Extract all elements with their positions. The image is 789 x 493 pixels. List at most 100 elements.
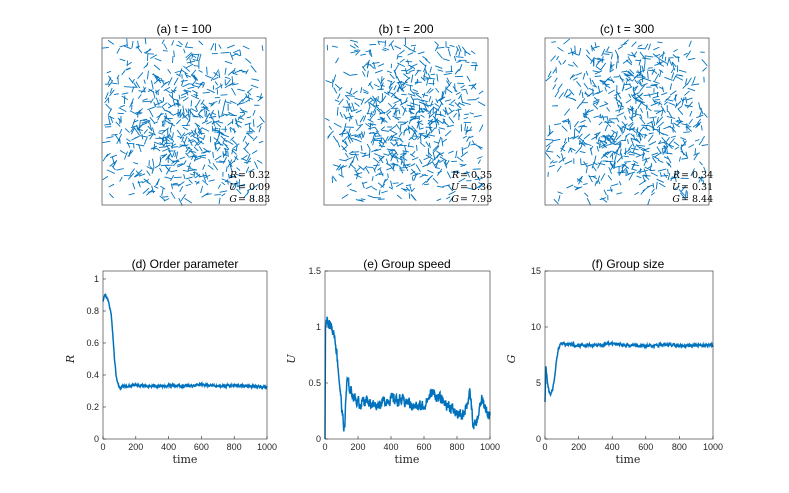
agent-mark: [258, 125, 262, 133]
agent-mark: [141, 120, 150, 124]
agent-mark: [567, 64, 574, 67]
agent-mark: [417, 51, 425, 55]
agent-mark: [137, 94, 142, 99]
agent-mark: [407, 52, 414, 56]
agent-mark: [393, 69, 397, 75]
agent-mark: [597, 137, 600, 145]
agent-mark: [419, 127, 424, 130]
agent-mark: [667, 110, 673, 118]
agent-mark: [583, 82, 589, 90]
agent-mark: [374, 153, 383, 158]
agent-mark: [364, 97, 372, 104]
agent-mark: [623, 155, 629, 158]
agent-mark: [462, 101, 471, 105]
agent-mark: [231, 183, 236, 189]
agent-mark: [212, 117, 215, 127]
agent-mark: [387, 86, 393, 95]
agent-mark: [363, 152, 367, 158]
agent-mark: [596, 175, 601, 184]
agent-mark: [221, 133, 229, 138]
agent-mark: [595, 61, 600, 66]
agent-mark: [449, 196, 454, 203]
agent-mark: [683, 131, 691, 133]
y-tick-label: 0: [94, 434, 99, 444]
agent-mark: [441, 91, 444, 100]
agent-mark: [693, 153, 699, 161]
agent-mark: [127, 61, 132, 66]
agent-mark: [682, 83, 688, 89]
agent-mark: [111, 134, 118, 136]
agent-mark: [190, 100, 193, 107]
agent-mark: [671, 127, 674, 133]
agent-mark: [697, 118, 702, 124]
agent-mark: [592, 176, 598, 180]
x-tick-label: 800: [672, 442, 687, 452]
agent-mark: [218, 44, 222, 49]
agent-mark: [168, 150, 173, 158]
agent-mark: [405, 184, 412, 187]
agent-mark: [408, 136, 414, 141]
agent-mark: [630, 147, 639, 151]
agent-mark: [186, 60, 196, 64]
agent-mark: [393, 142, 399, 146]
agent-mark: [169, 134, 175, 143]
agent-mark: [474, 97, 480, 101]
agent-mark: [663, 141, 669, 148]
agent-mark: [580, 98, 586, 106]
agent-mark: [591, 44, 593, 52]
agent-mark: [109, 89, 115, 97]
agent-mark: [597, 85, 601, 94]
agent-mark: [413, 92, 419, 95]
agent-mark: [632, 89, 636, 96]
agent-mark: [387, 134, 393, 141]
agent-mark: [678, 189, 685, 196]
agent-mark: [443, 58, 450, 62]
agent-mark: [409, 104, 413, 110]
agent-mark: [161, 188, 164, 196]
agent-mark: [172, 159, 180, 167]
agent-mark: [593, 155, 597, 163]
agent-mark: [335, 57, 340, 64]
agent-mark: [178, 68, 183, 76]
agent-mark: [569, 120, 571, 130]
agent-mark: [225, 166, 228, 172]
agent-mark: [458, 177, 466, 183]
agent-mark: [334, 83, 341, 90]
agent-mark: [604, 124, 608, 132]
agent-mark: [663, 147, 667, 154]
agent-mark: [432, 177, 439, 184]
agent-mark: [208, 115, 217, 119]
agent-mark: [599, 197, 607, 201]
panel-c-annotations: R = 0.34 U = 0.31 G = 8.44: [672, 170, 713, 205]
agent-mark: [438, 99, 444, 106]
agent-mark: [545, 75, 552, 82]
agent-mark: [205, 74, 212, 79]
agent-mark: [635, 137, 641, 144]
agent-mark: [428, 110, 432, 119]
agent-mark: [246, 188, 252, 192]
agent-mark: [162, 127, 170, 134]
agent-mark: [214, 155, 222, 161]
x-tick-label: 400: [383, 442, 398, 452]
agent-mark: [242, 135, 247, 142]
agent-mark: [672, 122, 675, 129]
agent-mark: [599, 103, 608, 108]
agent-mark: [346, 99, 350, 106]
agent-mark: [355, 119, 358, 126]
agent-mark: [420, 114, 425, 118]
agent-mark: [594, 57, 602, 61]
agent-mark: [423, 71, 426, 80]
agent-mark: [582, 113, 589, 116]
agent-mark: [629, 69, 635, 75]
agent-mark: [433, 145, 440, 153]
agent-mark: [237, 115, 242, 121]
agent-mark: [153, 185, 159, 189]
agent-mark: [701, 59, 708, 67]
agent-mark: [187, 86, 195, 89]
agent-mark: [444, 99, 452, 102]
agent-mark: [337, 93, 341, 100]
agent-mark: [455, 91, 461, 96]
agent-mark: [415, 93, 422, 99]
agent-mark: [191, 155, 199, 159]
agent-mark: [164, 109, 172, 113]
